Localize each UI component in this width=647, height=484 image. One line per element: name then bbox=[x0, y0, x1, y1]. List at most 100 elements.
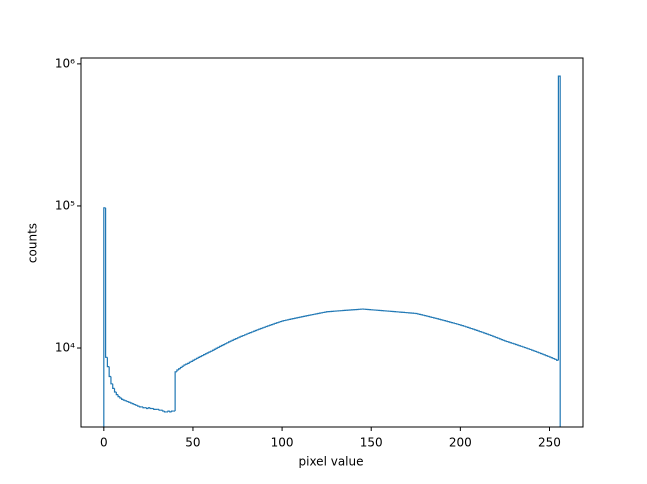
histogram-step bbox=[487, 334, 489, 335]
histogram-step bbox=[558, 76, 560, 427]
histogram-step bbox=[469, 327, 471, 328]
histogram-step bbox=[136, 405, 138, 406]
histogram-step bbox=[120, 397, 122, 398]
histogram-step bbox=[485, 333, 487, 334]
histogram-step bbox=[216, 348, 218, 349]
histogram-step bbox=[220, 346, 222, 347]
histogram-step bbox=[123, 399, 125, 400]
histogram-step bbox=[225, 344, 227, 345]
histogram-step bbox=[189, 362, 191, 363]
histogram-step bbox=[230, 341, 232, 342]
histogram-step bbox=[207, 353, 209, 354]
histogram-step bbox=[254, 331, 256, 332]
histogram-step bbox=[255, 331, 257, 332]
histogram-step bbox=[271, 325, 273, 326]
histogram-step bbox=[213, 350, 215, 351]
histogram-step bbox=[116, 392, 118, 395]
histogram-step bbox=[525, 347, 527, 348]
histogram-step bbox=[484, 332, 486, 333]
histogram-step bbox=[533, 350, 535, 351]
histogram-step bbox=[280, 322, 282, 323]
histogram-step bbox=[106, 208, 108, 357]
histogram-step bbox=[202, 356, 204, 357]
histogram-step bbox=[505, 340, 507, 341]
histogram-step bbox=[134, 404, 136, 405]
histogram-step bbox=[246, 334, 248, 335]
histogram-step bbox=[127, 401, 129, 402]
histogram-step bbox=[107, 357, 109, 366]
histogram-step bbox=[268, 326, 270, 327]
x-tick-label: 100 bbox=[271, 436, 294, 450]
histogram-step bbox=[482, 332, 484, 333]
histogram-step bbox=[195, 359, 197, 360]
histogram-step bbox=[245, 335, 247, 336]
histogram-step bbox=[516, 344, 518, 345]
histogram-step bbox=[118, 395, 120, 397]
histogram-step bbox=[523, 346, 525, 347]
histogram-step bbox=[491, 335, 493, 336]
x-tick-label: 0 bbox=[100, 436, 108, 450]
histogram-step bbox=[270, 325, 272, 326]
histogram-step bbox=[480, 331, 482, 332]
y-tick-label: 10⁵ bbox=[55, 198, 75, 212]
histogram-step bbox=[464, 326, 466, 327]
histogram-step bbox=[489, 334, 491, 335]
histogram-step bbox=[501, 339, 503, 340]
histogram-step bbox=[109, 367, 111, 377]
histogram-step bbox=[125, 400, 127, 401]
histogram-step bbox=[193, 360, 195, 361]
histogram-step bbox=[218, 347, 220, 348]
histogram-step bbox=[553, 358, 555, 359]
histogram-step bbox=[214, 349, 216, 350]
histogram-step bbox=[473, 329, 475, 330]
histogram-step bbox=[175, 372, 177, 411]
histogram-step bbox=[172, 411, 174, 412]
histogram-step bbox=[526, 348, 528, 349]
histogram-step bbox=[551, 357, 553, 358]
histogram-step bbox=[243, 336, 245, 337]
histogram-step bbox=[241, 336, 243, 337]
histogram-step bbox=[466, 326, 468, 327]
histogram-step bbox=[139, 406, 141, 407]
histogram-step bbox=[184, 365, 186, 366]
x-tick-label: 200 bbox=[449, 436, 472, 450]
histogram-step bbox=[177, 370, 179, 372]
histogram-step bbox=[459, 324, 461, 325]
histogram-step bbox=[143, 407, 145, 408]
histogram-step bbox=[508, 342, 510, 343]
histogram-step bbox=[227, 343, 229, 344]
histogram-step bbox=[182, 366, 184, 367]
histogram-step bbox=[266, 327, 268, 328]
histogram-step bbox=[494, 336, 496, 337]
histogram-step bbox=[503, 340, 505, 341]
histogram-step bbox=[223, 345, 225, 346]
histogram-step bbox=[188, 363, 190, 364]
histogram-step bbox=[200, 356, 202, 357]
histogram-step bbox=[500, 338, 502, 339]
histogram-step bbox=[535, 351, 537, 352]
histogram-step bbox=[555, 359, 557, 360]
x-tick-label: 50 bbox=[185, 436, 200, 450]
histogram-step bbox=[528, 348, 530, 349]
histogram-step bbox=[519, 345, 521, 346]
histogram-step bbox=[542, 353, 544, 354]
histogram-step bbox=[132, 403, 134, 404]
histogram-step bbox=[159, 409, 161, 410]
histogram-step bbox=[221, 345, 223, 346]
histogram-step bbox=[541, 353, 543, 354]
histogram-step bbox=[282, 321, 284, 322]
histogram-step bbox=[232, 340, 234, 341]
histogram-step bbox=[514, 343, 516, 344]
x-tick-label: 250 bbox=[538, 436, 561, 450]
histogram-step bbox=[496, 337, 498, 338]
histogram-step bbox=[537, 351, 539, 352]
histogram-step bbox=[236, 339, 238, 340]
histogram-step bbox=[467, 327, 469, 328]
histogram-step bbox=[478, 330, 480, 331]
y-tick-label: 10⁶ bbox=[55, 56, 75, 70]
histogram-step bbox=[261, 329, 263, 330]
histogram-step bbox=[186, 364, 188, 365]
histogram-step bbox=[279, 322, 281, 323]
histogram-step bbox=[115, 388, 117, 392]
histogram-step bbox=[154, 409, 156, 410]
